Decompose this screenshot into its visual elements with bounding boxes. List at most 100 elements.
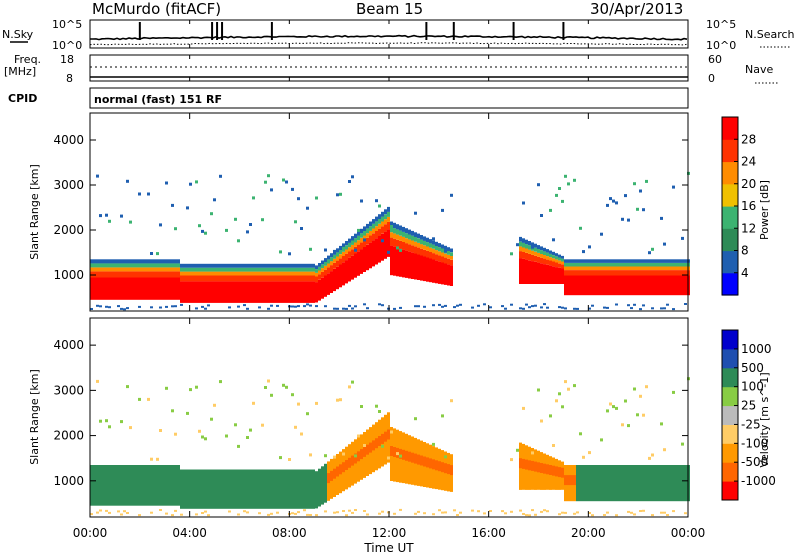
- power-cell: [183, 263, 186, 268]
- power-cell: [294, 305, 297, 308]
- velocity-cell: [471, 509, 474, 512]
- power-cell: [324, 269, 327, 276]
- power-cell: [342, 256, 345, 263]
- power-cell: [582, 270, 585, 276]
- power-cell: [225, 271, 228, 276]
- velocity-cell: [432, 442, 435, 446]
- power-cell: [645, 275, 648, 296]
- power-cell: [180, 281, 183, 303]
- velocity-cell: [273, 469, 276, 509]
- velocity-cell: [588, 512, 591, 514]
- power-cell: [120, 259, 123, 264]
- power-cell: [666, 275, 669, 296]
- velocity-cell: [126, 385, 129, 389]
- power-cell: [348, 238, 351, 243]
- velocity-cell: [483, 512, 486, 515]
- power-cell: [279, 250, 282, 254]
- power-cell: [168, 259, 171, 264]
- power-cell: [405, 238, 408, 244]
- power-cell: [519, 246, 522, 252]
- power-cell: [243, 263, 246, 268]
- velocity-cell: [294, 425, 297, 429]
- power-cell: [129, 277, 132, 300]
- power-cell: [585, 259, 588, 263]
- power-cell: [558, 260, 561, 264]
- power-cell: [141, 271, 144, 278]
- power-cell: [90, 277, 93, 300]
- velocity-cell: [399, 448, 402, 459]
- power-cell: [378, 236, 381, 263]
- power-cell: [255, 275, 258, 282]
- power-cell: [510, 252, 513, 256]
- power-cell: [243, 267, 246, 272]
- x-tick-label: 00:00: [73, 526, 108, 540]
- velocity-cell: [615, 514, 618, 517]
- noise-sky-label: N.Sky: [2, 28, 34, 41]
- power-cell: [159, 271, 162, 278]
- velocity-cell: [615, 465, 618, 502]
- power-cell: [579, 226, 582, 230]
- power-cell: [135, 259, 138, 264]
- power-cell: [288, 281, 291, 303]
- power-cell: [399, 240, 402, 249]
- power-cell: [444, 245, 447, 250]
- power-cell: [297, 275, 300, 282]
- power-cell: [300, 275, 303, 282]
- power-cell: [366, 228, 369, 234]
- velocity-cell: [159, 465, 162, 506]
- velocity-cell: [357, 451, 360, 462]
- power-cell: [522, 258, 525, 284]
- power-cell: [276, 271, 279, 276]
- power-cell: [429, 239, 432, 244]
- velocity-colorbar-tick-label: 1000: [741, 342, 772, 356]
- power-cell: [447, 258, 450, 265]
- velocity-cell: [201, 469, 204, 509]
- power-cell: [651, 270, 654, 276]
- power-cell: [627, 275, 630, 296]
- velocity-cell: [210, 417, 213, 421]
- velocity-cell: [441, 511, 444, 514]
- power-cell: [291, 187, 294, 191]
- power-cell: [384, 209, 387, 215]
- power-cell: [255, 263, 258, 268]
- power-cell: [630, 266, 633, 270]
- power-cell: [324, 261, 327, 266]
- power-cell: [669, 262, 672, 267]
- power-cell: [627, 266, 630, 270]
- power-cell: [144, 259, 147, 264]
- power-cell: [573, 266, 576, 270]
- power-cell: [126, 263, 129, 268]
- velocity-cell: [354, 454, 357, 458]
- power-cell: [108, 259, 111, 264]
- power-cell: [603, 262, 606, 267]
- power-cell: [384, 214, 387, 220]
- power-cell: [672, 275, 675, 296]
- power-cell: [393, 233, 396, 239]
- velocity-cell: [600, 438, 603, 442]
- power-cell: [564, 307, 567, 310]
- power-cell: [555, 259, 558, 263]
- velocity-cell: [156, 465, 159, 506]
- power-cell: [525, 303, 528, 306]
- power-cell: [354, 238, 357, 243]
- power-cell: [285, 180, 288, 184]
- power-cell: [444, 253, 447, 258]
- power-cell: [561, 255, 564, 259]
- power-cell: [198, 267, 201, 272]
- power-cell: [321, 260, 324, 265]
- power-cell: [321, 271, 324, 278]
- power-cell: [174, 277, 177, 300]
- power-cell: [153, 277, 156, 300]
- power-cell: [393, 307, 396, 310]
- power-cell: [423, 240, 426, 246]
- power-cell: [357, 244, 360, 252]
- velocity-cell: [180, 469, 183, 509]
- power-colorbar-swatch: [722, 206, 738, 229]
- power-cell: [129, 259, 132, 264]
- power-cell: [135, 271, 138, 278]
- power-cell: [216, 275, 219, 282]
- power-cell: [432, 248, 435, 254]
- velocity-cell: [660, 465, 663, 502]
- power-cell: [660, 216, 663, 220]
